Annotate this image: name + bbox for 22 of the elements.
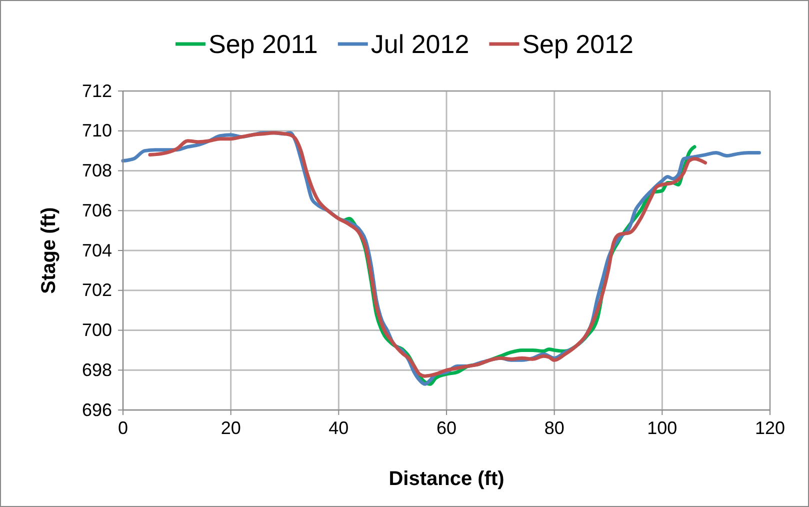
legend-label: Jul 2012 — [370, 29, 470, 59]
legend-label: Sep 2011 — [208, 29, 318, 59]
x-tick-label: 20 — [220, 418, 241, 438]
y-axis-title: Stage (ft) — [38, 207, 60, 294]
x-tick-label: 60 — [436, 418, 457, 438]
y-tick-label: 702 — [82, 280, 112, 300]
x-tick-label: 100 — [647, 418, 678, 438]
y-tick-label: 708 — [82, 160, 112, 181]
x-tick-label: 0 — [118, 418, 128, 438]
y-tick-label: 712 — [82, 80, 112, 101]
y-tick-label: 710 — [82, 120, 112, 141]
y-tick-label: 704 — [82, 240, 112, 260]
x-axis-title: Distance (ft) — [388, 468, 504, 490]
line-series — [148, 131, 708, 378]
x-tick-label: 120 — [754, 418, 786, 438]
x-tick-label: 40 — [328, 418, 349, 438]
y-tick-label: 700 — [82, 320, 112, 340]
y-tick-label: 696 — [82, 400, 112, 420]
y-tick-label: 698 — [82, 360, 112, 380]
y-tick-label: 706 — [82, 200, 112, 220]
legend-label: Sep 2012 — [522, 29, 634, 59]
x-tick-label: 80 — [544, 418, 564, 438]
